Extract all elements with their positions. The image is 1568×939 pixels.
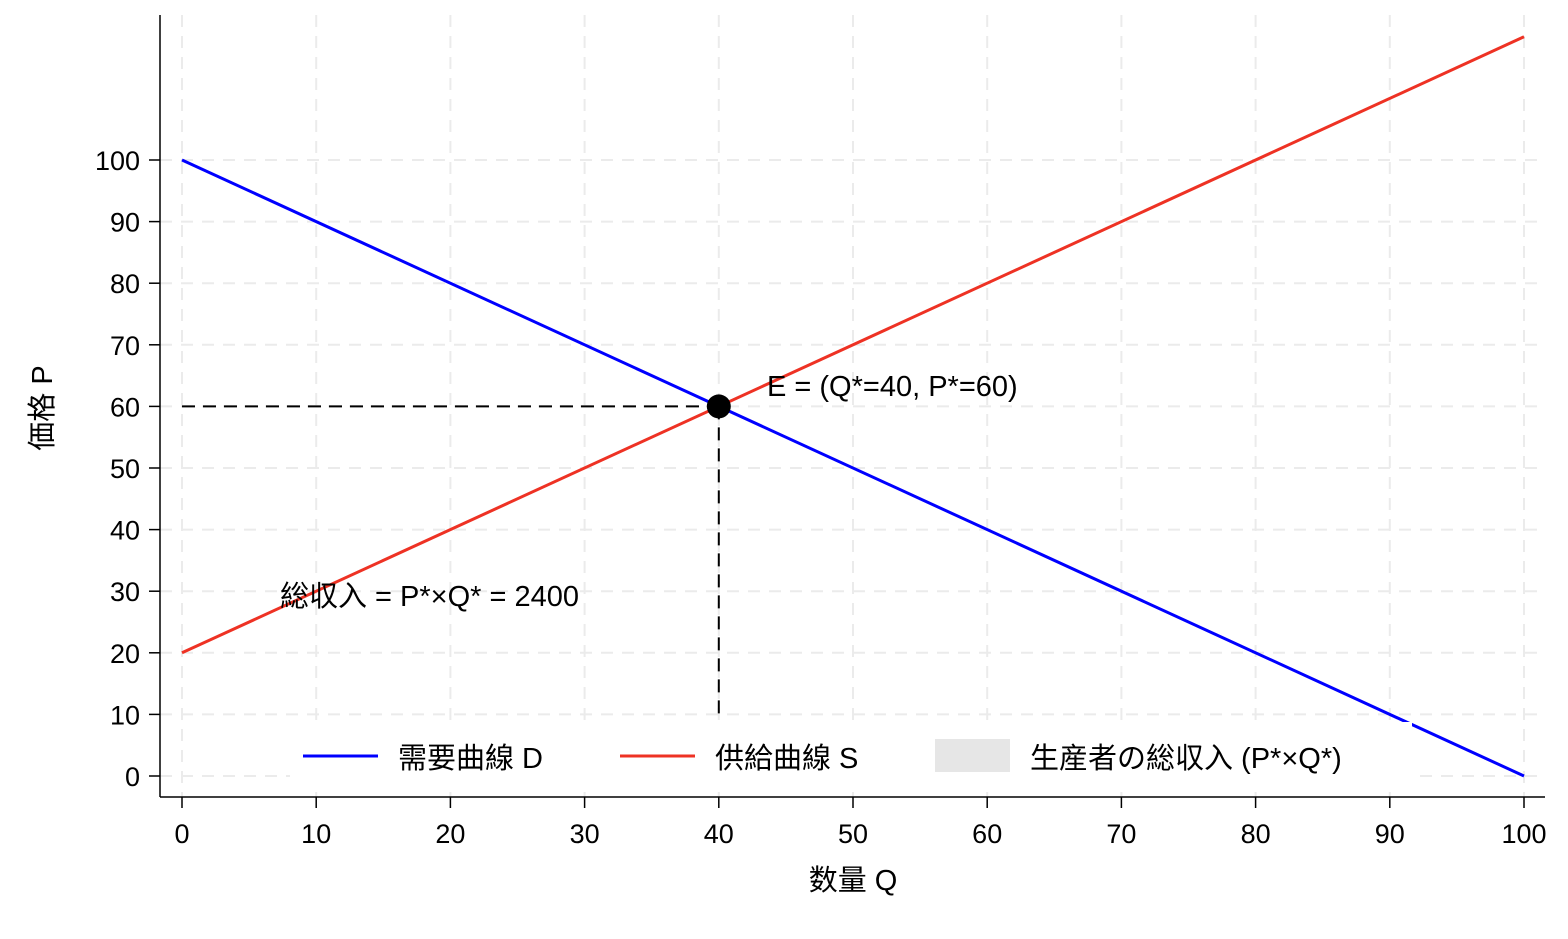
x-tick-label: 80	[1241, 819, 1271, 849]
y-tick-label: 90	[110, 208, 140, 238]
series-layer	[181, 35, 1525, 778]
equilibrium-point	[706, 394, 731, 419]
y-tick-label: 60	[110, 392, 140, 422]
x-tick-label: 30	[570, 819, 600, 849]
legend-revenue-swatch	[935, 739, 1010, 772]
x-tick-label: 40	[704, 819, 734, 849]
ticks: 0 10 20 30 40 50 60 70 80 90 100 0 10 20 30 40 50 60 70 80 9…	[95, 146, 1547, 849]
x-tick-label: 70	[1106, 819, 1136, 849]
supply-curve	[181, 35, 1525, 655]
y-tick-label: 40	[110, 516, 140, 546]
equilibrium-label: E = (Q*=40, P*=60)	[767, 371, 1018, 403]
x-tick-label: 0	[174, 819, 189, 849]
legend-background	[290, 722, 1412, 792]
y-axis-label: 価格 P	[26, 365, 59, 450]
total-revenue-annotation: 総収入 = P*×Q* = 2400	[280, 580, 579, 613]
x-tick-label: 60	[972, 819, 1002, 849]
y-tick-label: 0	[125, 762, 140, 792]
x-tick-label: 50	[838, 819, 868, 849]
x-tick-label: 20	[435, 819, 465, 849]
y-tick-label: 20	[110, 639, 140, 669]
x-tick-label: 90	[1375, 819, 1405, 849]
legend-supply-label: 供給曲線 S	[715, 742, 858, 775]
y-tick-label: 50	[110, 454, 140, 484]
y-tick-label: 10	[110, 700, 140, 730]
legend-demand-label: 需要曲線 D	[398, 742, 543, 775]
legend: 需要曲線 D 供給曲線 S 生産者の総収入 (P*×Q*)	[290, 722, 1412, 792]
x-tick-label: 10	[301, 819, 331, 849]
x-tick-label: 100	[1501, 819, 1546, 849]
demand-curve	[181, 158, 1525, 778]
y-tick-label: 80	[110, 269, 140, 299]
legend-revenue-label: 生産者の総収入 (P*×Q*)	[1030, 742, 1342, 775]
x-axis-label: 数量 Q	[809, 864, 898, 897]
y-tick-label: 100	[95, 146, 140, 176]
y-tick-label: 70	[110, 331, 140, 361]
y-tick-label: 30	[110, 577, 140, 607]
